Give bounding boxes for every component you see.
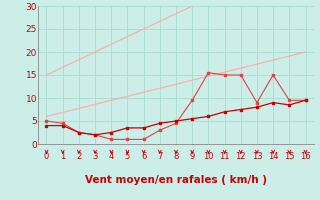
X-axis label: Vent moyen/en rafales ( km/h ): Vent moyen/en rafales ( km/h ) [85, 175, 267, 185]
